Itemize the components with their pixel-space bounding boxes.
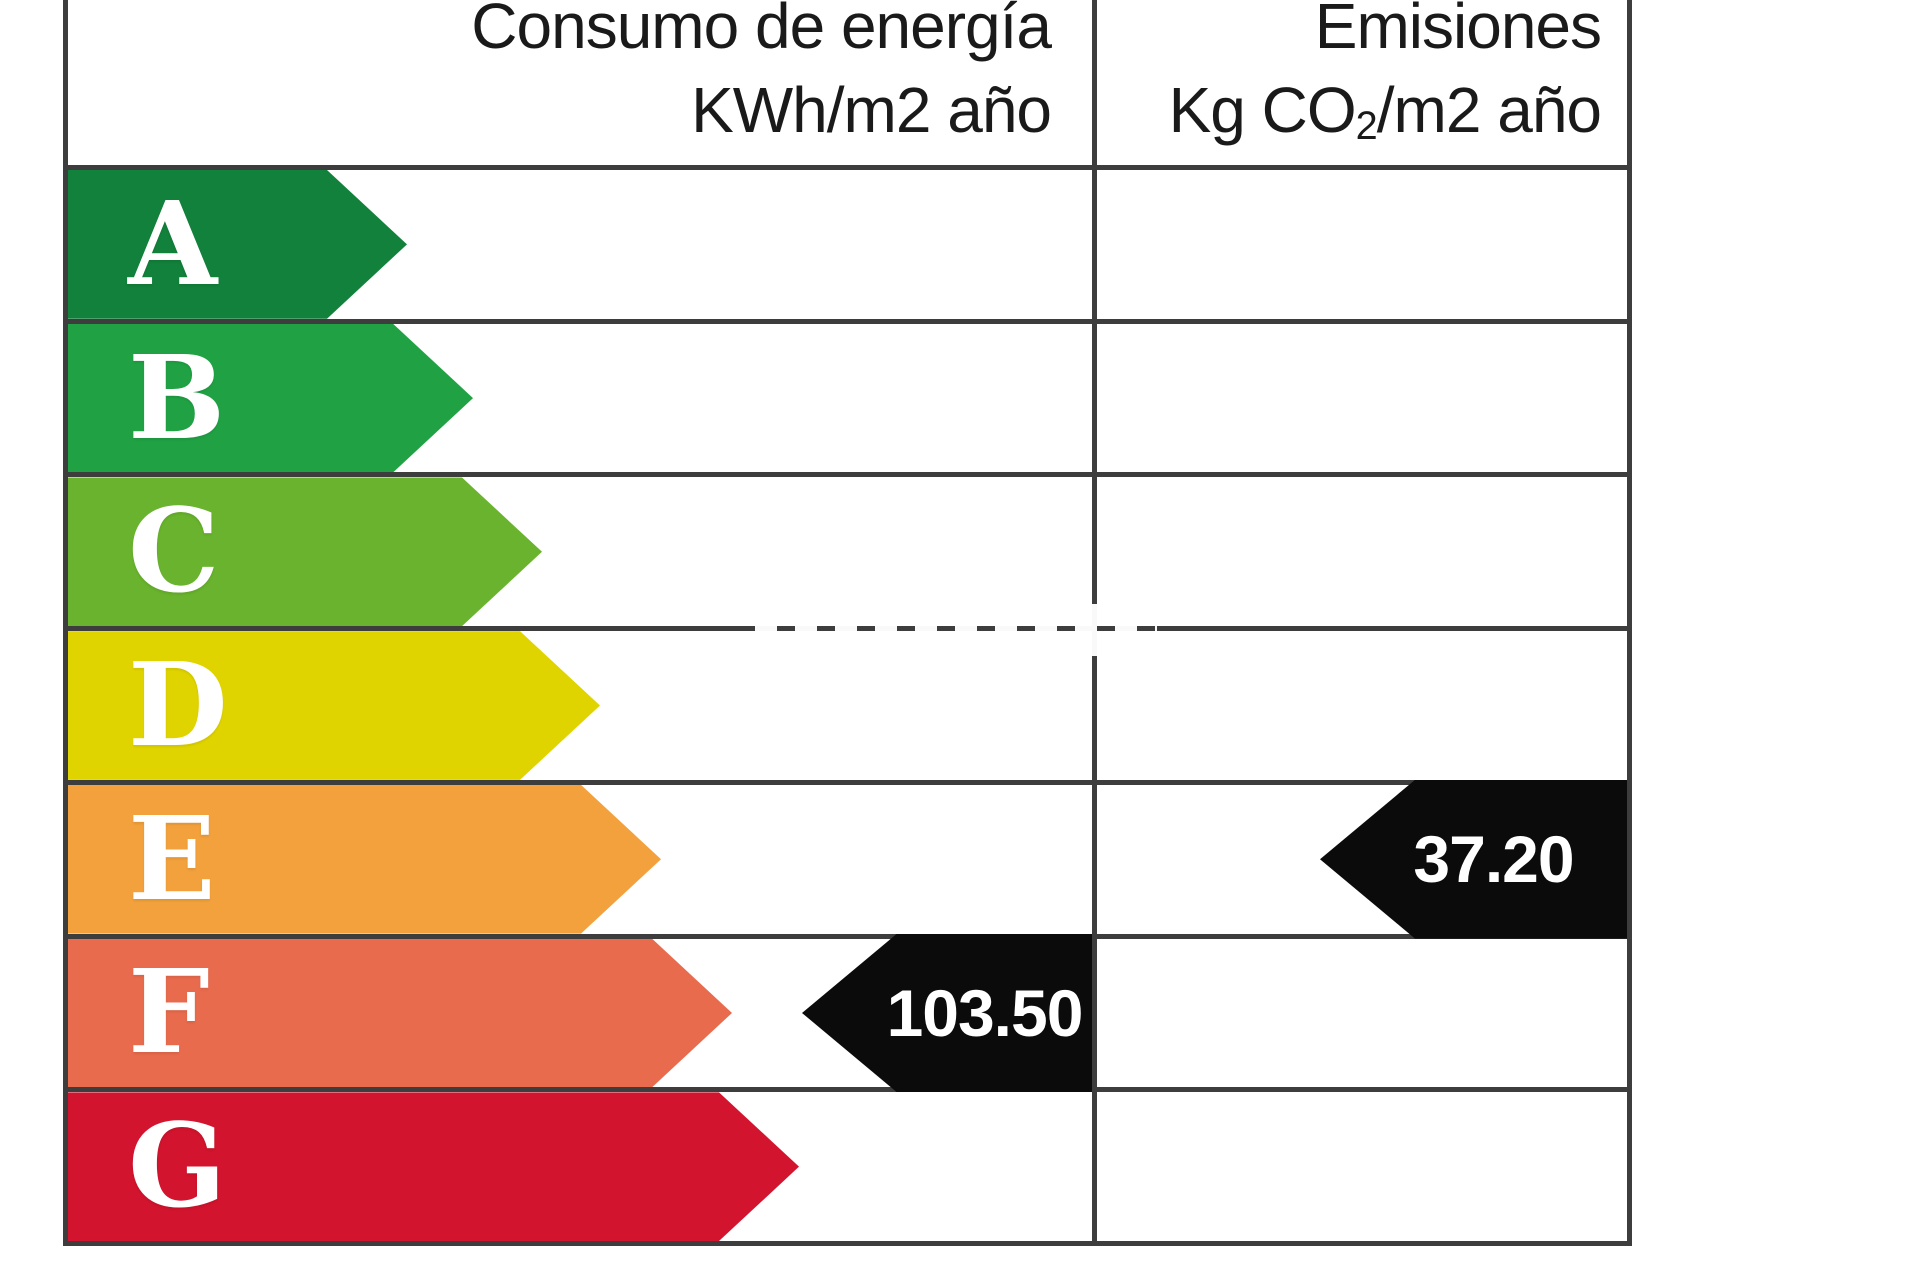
band-row-e: E 37.20 [68, 779, 1627, 939]
emissions-value: 37.20 [1413, 822, 1574, 897]
band-letter-e: E [128, 791, 216, 927]
band-d-emissions-cell [1092, 631, 1627, 780]
emissions-header-line2: Kg CO2/m2 año [1168, 74, 1602, 149]
band-arrow-g: G [68, 1092, 799, 1241]
band-row-a: A [68, 165, 1627, 319]
band-letter-f: F [128, 945, 210, 1081]
band-arrow-b: B [68, 324, 473, 473]
co2-subscript: 2 [1355, 104, 1378, 149]
band-f-emissions-cell [1092, 938, 1627, 1088]
band-row-d: D [68, 626, 1627, 780]
band-letter-a: A [128, 176, 218, 312]
consumption-value: 103.50 [886, 975, 1084, 1050]
band-letter-b: B [128, 330, 226, 466]
band-row-b: B [68, 318, 1627, 473]
band-f-consumption-cell: F 103.50 [68, 933, 1092, 1093]
band-e-consumption-cell: E [68, 785, 1092, 934]
band-a-consumption-cell: A [68, 170, 1092, 319]
band-c-consumption-cell: C [68, 477, 1092, 626]
consumption-header-cell: Consumo de energía KWh/m2 año [68, 0, 1092, 165]
band-g-emissions-cell [1092, 1092, 1627, 1242]
band-row-c: C [68, 472, 1627, 627]
band-c-emissions-cell [1092, 477, 1627, 627]
emissions-header-text: Emisiones Kg CO2/m2 año [1097, 0, 1627, 168]
band-arrow-c: C [68, 477, 542, 626]
emissions-value-arrow: 37.20 [1320, 779, 1627, 939]
band-e-emissions-cell: 37.20 [1092, 779, 1627, 939]
consumption-header-line2: KWh/m2 año [691, 74, 1052, 146]
band-letter-c: C [128, 484, 220, 620]
header-row: Consumo de energía KWh/m2 año Emisiones … [68, 0, 1627, 165]
band-letter-g: G [128, 1099, 227, 1235]
band-row-f: F 103.50 [68, 933, 1627, 1093]
band-b-emissions-cell [1092, 323, 1627, 473]
band-arrow-f: F [68, 939, 732, 1088]
band-arrow-e: E [68, 785, 661, 934]
emissions-header-cell: Emisiones Kg CO2/m2 año [1092, 0, 1627, 165]
band-arrow-a: A [68, 170, 407, 319]
band-d-consumption-cell: D [68, 631, 1092, 780]
band-row-g: G [68, 1087, 1627, 1242]
band-letter-d: D [128, 638, 228, 774]
band-a-emissions-cell [1092, 170, 1627, 319]
consumption-header-line1: Consumo de energía [471, 0, 1052, 62]
band-g-consumption-cell: G [68, 1092, 1092, 1241]
consumption-value-arrow: 103.50 [802, 933, 1092, 1093]
band-b-consumption-cell: B [68, 324, 1092, 473]
energy-rating-table: Consumo de energía KWh/m2 año Emisiones … [63, 0, 1632, 1246]
emissions-header-line1: Emisiones [1314, 0, 1602, 62]
band-arrow-d: D [68, 631, 600, 780]
consumption-header-text: Consumo de energía KWh/m2 año [68, 0, 1092, 152]
